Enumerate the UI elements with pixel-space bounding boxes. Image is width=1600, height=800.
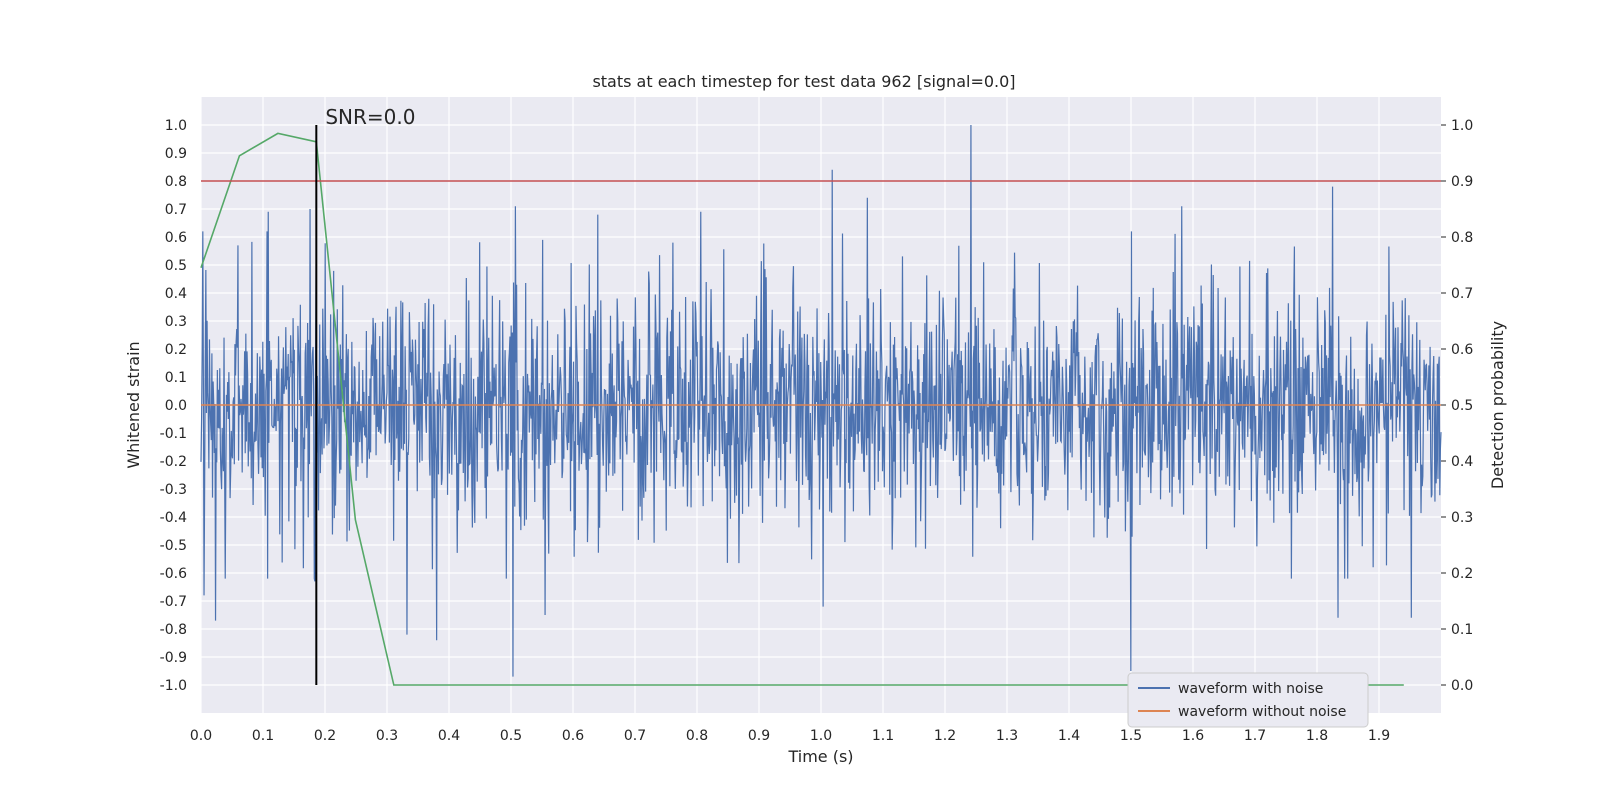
x-tick-label: 1.7 — [1244, 728, 1266, 744]
x-tick-label: 1.5 — [1120, 728, 1142, 744]
y-tick-label-left: 0.3 — [165, 314, 187, 330]
y-tick-label-right: 1.0 — [1451, 118, 1473, 134]
series-waveform-with-noise-line — [200, 124, 1442, 677]
x-tick-label: 0.2 — [314, 728, 336, 744]
y-tick-label-right: 0.8 — [1451, 230, 1473, 246]
x-tick-label: 0.7 — [624, 728, 646, 744]
x-tick-label: 1.6 — [1182, 728, 1204, 744]
y-tick-label-left: 1.0 — [165, 118, 187, 134]
y-tick-label-left: -0.7 — [160, 594, 187, 610]
y-tick-label-left: -0.9 — [160, 650, 187, 666]
y-tick-label-left: -0.3 — [160, 482, 187, 498]
x-tick-label: 0.8 — [686, 728, 708, 744]
x-tick-label: 0.3 — [376, 728, 398, 744]
y-tick-label-left: 0.9 — [165, 146, 187, 162]
legend-label: waveform with noise — [1178, 681, 1323, 697]
tick-labels: 0.0 0.1 0.2 0.3 0.4 0.5 0.6 0.7 0.8 0.9 1.0 1.1 1.2 1… — [160, 118, 1474, 744]
y-tick-label-right: 0.9 — [1451, 174, 1473, 190]
y-tick-label-right: 0.5 — [1451, 398, 1473, 414]
y-tick-label-left: -0.8 — [160, 622, 187, 638]
x-tick-label: 1.0 — [810, 728, 832, 744]
x-tick-label: 0.4 — [438, 728, 460, 744]
y-axis-label-right: Detection probability — [1488, 321, 1507, 489]
x-tick-label: 0.1 — [252, 728, 274, 744]
y-tick-label-right: 0.7 — [1451, 286, 1473, 302]
y-tick-label-left: 0.0 — [165, 398, 187, 414]
x-tick-label: 0.6 — [562, 728, 584, 744]
x-tick-label: 1.1 — [872, 728, 894, 744]
x-tick-label: 0.0 — [190, 728, 212, 744]
y-tick-label-left: -0.4 — [160, 510, 187, 526]
chart-title: stats at each timestep for test data 962… — [592, 72, 1015, 91]
y-tick-label-right: 0.0 — [1451, 678, 1473, 694]
x-axis-label: Time (s) — [787, 747, 853, 766]
y-tick-label-left: -0.2 — [160, 454, 187, 470]
x-tick-label: 0.5 — [500, 728, 522, 744]
y-tick-label-right: 0.6 — [1451, 342, 1473, 358]
y-tick-label-left: -1.0 — [160, 678, 187, 694]
y-tick-label-right: 0.1 — [1451, 622, 1473, 638]
x-tick-label: 0.9 — [748, 728, 770, 744]
y-tick-label-left: 0.8 — [165, 174, 187, 190]
y-tick-label-left: 0.1 — [165, 370, 187, 386]
legend-box — [1127, 672, 1369, 728]
y-tick-label-left: -0.1 — [160, 426, 187, 442]
x-tick-label: 1.9 — [1368, 728, 1390, 744]
snr-marker-label: SNR=0.0 — [325, 105, 415, 129]
x-tick-label: 1.3 — [996, 728, 1018, 744]
legend: waveform with noise waveform without nois… — [1127, 672, 1369, 728]
x-tick-label: 1.2 — [934, 728, 956, 744]
y-tick-label-left: 0.5 — [165, 258, 187, 274]
y-tick-label-left: 0.4 — [165, 286, 187, 302]
y-tick-label-right: 0.4 — [1451, 454, 1473, 470]
series-layer: SNR=0.0 — [200, 105, 1442, 686]
y-tick-label-right: 0.3 — [1451, 510, 1473, 526]
y-tick-label-left: 0.6 — [165, 230, 187, 246]
legend-label: waveform without noise — [1178, 704, 1346, 720]
x-tick-label: 1.4 — [1058, 728, 1080, 744]
y-tick-label-left: -0.6 — [160, 566, 187, 582]
y-tick-label-right: 0.2 — [1451, 566, 1473, 582]
y-axis-label-left: Whitened strain — [124, 341, 143, 468]
y-tick-label-left: 0.7 — [165, 202, 187, 218]
y-tick-label-left: 0.2 — [165, 342, 187, 358]
y-tick-label-left: -0.5 — [160, 538, 187, 554]
x-tick-label: 1.8 — [1306, 728, 1328, 744]
series-detection-probability-line — [200, 132, 1404, 686]
